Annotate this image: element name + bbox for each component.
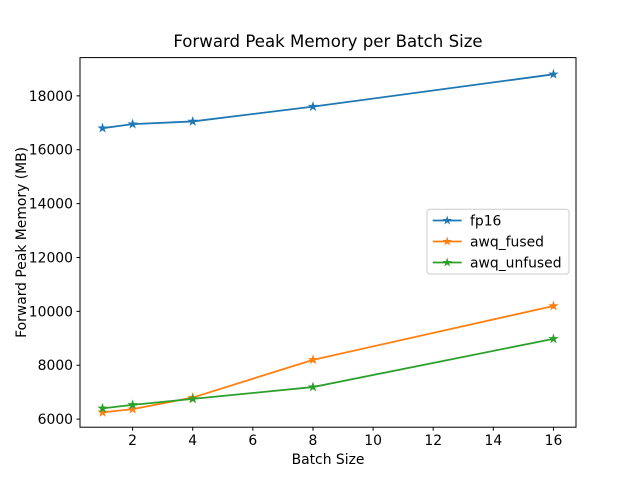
x-tick-label: 2 (128, 433, 137, 449)
x-axis-label: Batch Size (292, 452, 365, 468)
series-marker-fp16 (548, 68, 559, 79)
series-marker-fp16 (127, 118, 138, 129)
legend-marker (442, 215, 452, 225)
legend-marker (442, 257, 452, 267)
x-tick-label: 6 (248, 433, 257, 449)
legend-box: fp16 awq_fused awq_unfused (426, 208, 570, 275)
y-tick-label: 6000 (38, 412, 73, 428)
series-marker-awq_fused (97, 406, 108, 417)
y-tick-label: 18000 (29, 89, 73, 105)
series-marker-awq_unfused (187, 393, 198, 404)
y-tick-label: 10000 (29, 304, 73, 320)
series-marker-fp16 (187, 115, 198, 126)
legend-entry-awq_fused: awq_fused (432, 234, 544, 250)
series-marker-awq_unfused (548, 333, 559, 344)
legend-label: fp16 (470, 213, 501, 229)
x-tick-label: 8 (309, 433, 318, 449)
y-tick-label: 16000 (29, 143, 73, 159)
y-tick-label: 8000 (38, 358, 73, 374)
y-tick-label: 12000 (29, 250, 73, 266)
legend-marker (442, 236, 452, 246)
y-axis-label: Forward Peak Memory (MB) (14, 147, 30, 338)
legend-frame (426, 208, 570, 275)
series-marker-fp16 (97, 122, 108, 133)
legend-label: awq_fused (470, 234, 544, 250)
x-tick-label: 4 (188, 433, 197, 449)
series-marker-fp16 (307, 101, 319, 112)
x-tick-label: 14 (484, 433, 502, 449)
legend-entry-awq_unfused: awq_unfused (432, 255, 562, 271)
legend-label: awq_unfused (470, 255, 562, 271)
series-marker-awq_unfused (307, 381, 319, 392)
series-marker-awq_fused (307, 354, 319, 365)
series-marker-awq_unfused (127, 399, 138, 410)
series-marker-awq_unfused (97, 402, 108, 413)
x-tick-label: 16 (545, 433, 563, 449)
legend-entry-fp16: fp16 (432, 213, 501, 229)
x-tick-label: 12 (424, 433, 442, 449)
series-marker-awq_fused (127, 403, 138, 414)
x-tick-label: 10 (364, 433, 382, 449)
series-marker-awq_fused (548, 300, 559, 311)
chart-title: Forward Peak Memory per Batch Size (173, 32, 482, 51)
y-tick-label: 14000 (29, 197, 73, 213)
